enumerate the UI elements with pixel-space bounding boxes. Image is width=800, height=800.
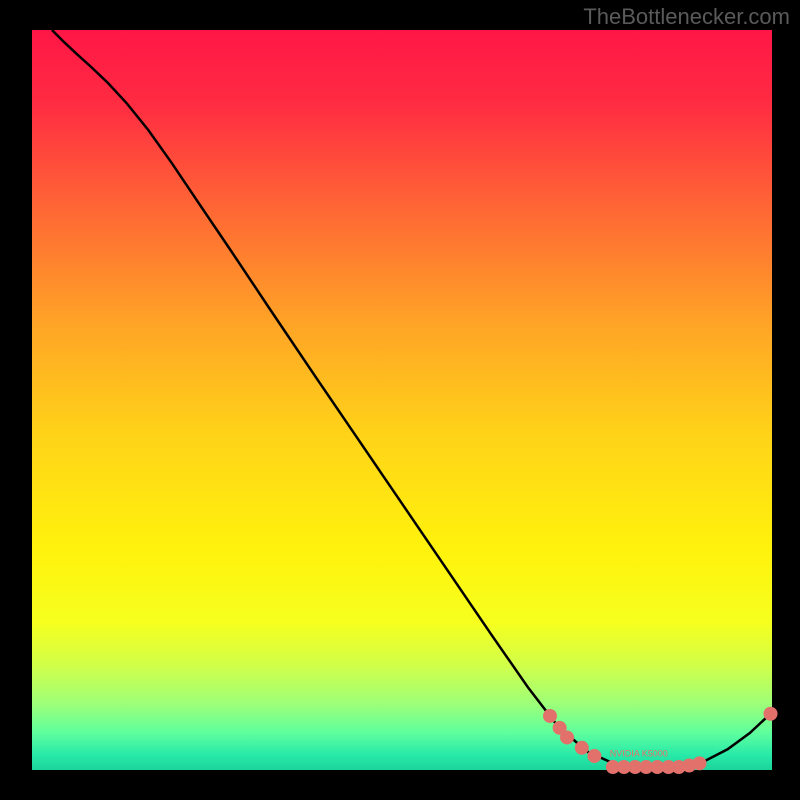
chart-background (32, 30, 772, 770)
bottleneck-chart: NVIDIA K5000 (0, 0, 800, 800)
data-marker (764, 707, 778, 721)
data-marker (587, 749, 601, 763)
data-marker (560, 730, 574, 744)
data-marker (692, 756, 706, 770)
data-marker (575, 741, 589, 755)
data-marker (543, 709, 557, 723)
marker-label: NVIDIA K5000 (610, 749, 668, 759)
